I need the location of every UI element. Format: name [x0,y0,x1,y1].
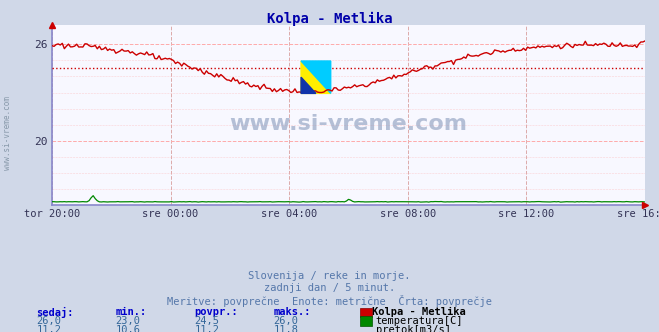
Text: 24,5: 24,5 [194,316,219,326]
Text: zadnji dan / 5 minut.: zadnji dan / 5 minut. [264,283,395,293]
Polygon shape [301,61,331,93]
Text: povpr.:: povpr.: [194,307,238,317]
Text: Kolpa - Metlika: Kolpa - Metlika [267,12,392,26]
Text: Slovenija / reke in morje.: Slovenija / reke in morje. [248,271,411,281]
Text: maks.:: maks.: [273,307,311,317]
Text: min.:: min.: [115,307,146,317]
Text: www.si-vreme.com: www.si-vreme.com [3,96,13,170]
Text: 23,0: 23,0 [115,316,140,326]
Text: 10,6: 10,6 [115,325,140,332]
Text: 11,8: 11,8 [273,325,299,332]
Text: 26,0: 26,0 [36,316,61,326]
Text: 26,0: 26,0 [273,316,299,326]
Text: www.si-vreme.com: www.si-vreme.com [229,114,467,134]
Text: 11,2: 11,2 [194,325,219,332]
Text: temperatura[C]: temperatura[C] [376,316,463,326]
Polygon shape [301,77,316,93]
Text: Meritve: povprečne  Enote: metrične  Črta: povprečje: Meritve: povprečne Enote: metrične Črta:… [167,295,492,307]
Text: sedaj:: sedaj: [36,307,74,318]
Polygon shape [301,61,331,93]
Text: Kolpa - Metlika: Kolpa - Metlika [372,307,466,317]
Text: 11,2: 11,2 [36,325,61,332]
Text: pretok[m3/s]: pretok[m3/s] [376,325,451,332]
